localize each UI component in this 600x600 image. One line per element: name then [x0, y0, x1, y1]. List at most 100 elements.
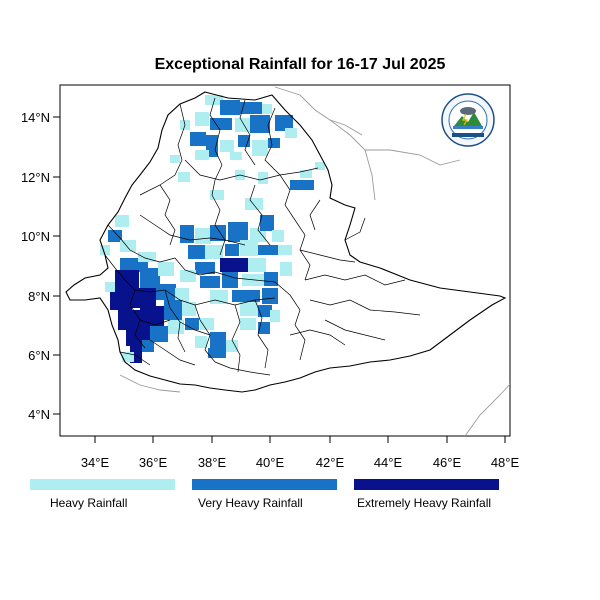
rainfall-cell [258, 245, 278, 255]
rainfall-cell [240, 318, 256, 330]
rainfall-cell [258, 305, 272, 317]
rainfall-cell [264, 272, 278, 286]
legend-very-heavy-swatch [192, 479, 337, 490]
rainfall-cell [220, 258, 248, 272]
rainfall-cell [285, 128, 297, 138]
map-title: Exceptional Rainfall for 16-17 Jul 2025 [154, 56, 446, 73]
rainfall-cell [142, 340, 154, 352]
rainfall-cell [250, 115, 270, 133]
rainfall-cell [180, 270, 196, 282]
rainfall-cell [118, 310, 140, 330]
rainfall-cell [115, 215, 129, 227]
rainfall-cell [272, 230, 284, 242]
country-outline [65, 91, 507, 393]
rainfall-cell [205, 245, 223, 259]
rainfall-cell [235, 118, 250, 132]
rainfall-cell [105, 282, 115, 292]
rainfall-cell [250, 228, 266, 242]
rainfall-cell [260, 215, 274, 231]
rainfall-cell [200, 318, 214, 330]
rainfall-cell [100, 245, 110, 255]
legend-very-heavy-label: Very Heavy Rainfall [198, 496, 303, 510]
rainfall-cell [195, 150, 209, 160]
rainfall-cell [150, 326, 168, 342]
rainfall-cell [228, 222, 248, 242]
rainfall-cell [290, 180, 314, 190]
rainfall-cell [178, 172, 190, 182]
rainfall-cell [226, 340, 238, 352]
rainfall-cell [132, 288, 156, 308]
rainfall-cell [180, 225, 194, 243]
rainfall-cell [195, 112, 209, 126]
rainfall-cell [122, 352, 134, 362]
rainfall-cell [140, 268, 160, 288]
rainfall-cell [185, 318, 199, 330]
rainfall-cell [240, 302, 258, 316]
rainfall-cell [220, 140, 234, 152]
rainfall-cell [170, 155, 180, 163]
lon-tick-label: 44°E [374, 455, 403, 470]
rainfall-cell [258, 172, 268, 184]
rainfall-cell [108, 230, 122, 242]
rainfall-cell [248, 258, 266, 272]
lon-tick-label: 42°E [316, 455, 345, 470]
rainfall-cell [210, 225, 226, 241]
lon-tick-label: 36°E [139, 455, 168, 470]
rainfall-cell [210, 118, 232, 130]
rainfall-cell [138, 252, 156, 262]
rainfall-cell [208, 348, 226, 358]
lon-tick-label: 38°E [198, 455, 227, 470]
rainfall-cell [210, 332, 226, 348]
rainfall-cell [195, 228, 211, 244]
lat-tick-label: 14°N [21, 110, 50, 125]
rainfall-cell [190, 132, 206, 146]
meteorology-agency-logo [441, 93, 495, 147]
rainfall-cell [225, 244, 239, 256]
lat-tick-label: 6°N [28, 348, 50, 363]
rainfall-cell [210, 190, 224, 200]
lat-axis: 14°N 12°N 10°N 8°N 6°N 4°N [21, 110, 60, 422]
rainfall-cell [110, 290, 132, 310]
rainfall-cell [275, 115, 293, 131]
rainfall-cell [232, 290, 260, 302]
rainfall-cell [222, 272, 238, 288]
admin-boundaries [104, 97, 421, 376]
rainfall-cell [240, 102, 262, 114]
rainfall-cell [120, 240, 136, 252]
legend-extreme-label: Extremely Heavy Rainfall [357, 496, 492, 510]
rainfall-cell [252, 140, 268, 156]
rainfall-cell [258, 322, 270, 334]
rainfall-cell [168, 320, 184, 334]
rainfall-cell [164, 300, 182, 320]
lat-tick-label: 4°N [28, 407, 50, 422]
neighbor-borders [119, 86, 510, 436]
rainfall-cell [195, 336, 207, 348]
rainfall-cell [140, 306, 164, 328]
rainfall-cells [100, 95, 325, 363]
legend-heavy-label: Heavy Rainfall [50, 496, 128, 510]
rainfall-cell [205, 95, 223, 105]
lon-tick-label: 34°E [81, 455, 110, 470]
rainfall-cell [158, 262, 174, 276]
rainfall-cell [200, 276, 220, 288]
lon-tick-label: 48°E [491, 455, 520, 470]
lat-tick-label: 10°N [21, 229, 50, 244]
rainfall-cell [240, 240, 258, 256]
rainfall-cell [268, 138, 280, 148]
lat-tick-label: 8°N [28, 289, 50, 304]
rainfall-cell [300, 170, 312, 178]
rainfall-cell [230, 152, 242, 160]
rainfall-cell [280, 262, 292, 276]
rainfall-cell [270, 310, 280, 322]
rainfall-cell [245, 198, 263, 210]
rainfall-cell [188, 245, 206, 259]
legend-extreme-swatch [354, 479, 499, 490]
rainfall-cell [195, 262, 215, 274]
rainfall-cell [182, 302, 196, 316]
rainfall-cell [220, 100, 240, 115]
rainfall-cell [278, 245, 292, 255]
legend-heavy-swatch [30, 479, 175, 490]
lat-tick-label: 12°N [21, 170, 50, 185]
rainfall-cell [210, 290, 228, 304]
